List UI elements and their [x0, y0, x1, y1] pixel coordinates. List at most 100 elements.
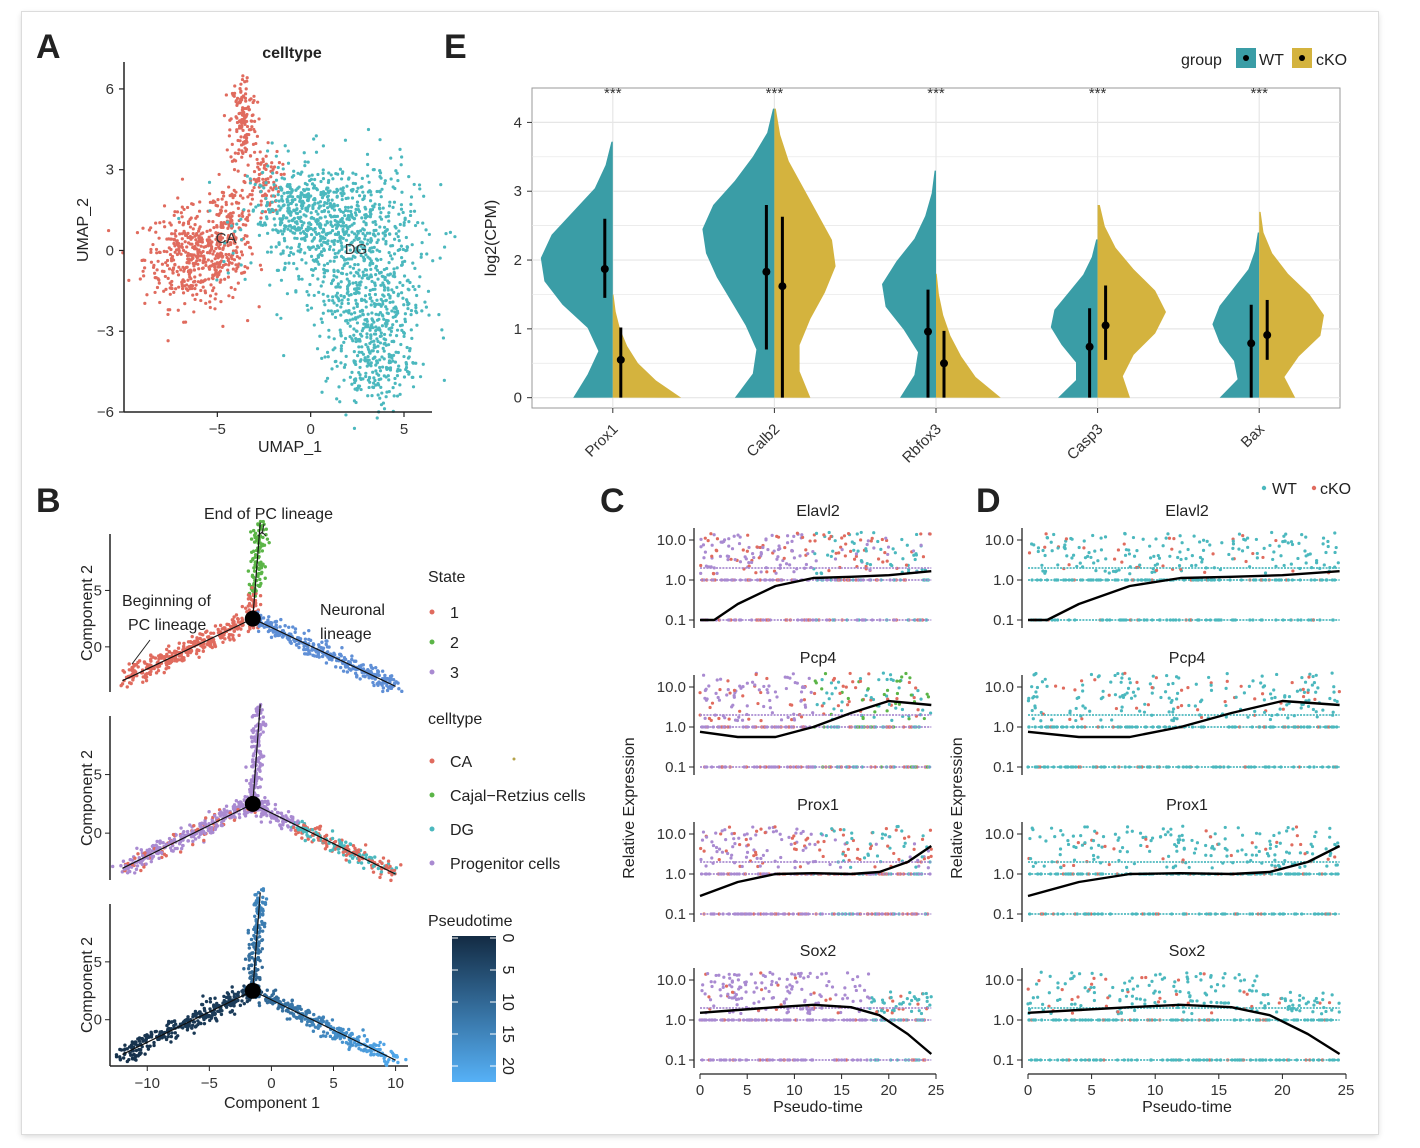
- panel-a-point: [314, 219, 318, 223]
- panel-a-point: [405, 300, 409, 304]
- panel-a-point: [378, 369, 383, 373]
- panel-b-point: [274, 818, 279, 823]
- panel-a-point: [352, 306, 356, 310]
- panel-a-point: [154, 247, 159, 252]
- panel-a-point: [369, 296, 373, 300]
- panel-a-point: [393, 376, 397, 381]
- panel-a-point: [292, 216, 297, 220]
- panel-a-point: [409, 328, 413, 332]
- panel-b-point: [225, 622, 229, 627]
- panel-b-point: [261, 616, 266, 620]
- panel-a-point: [243, 92, 248, 96]
- panel-b-point: [392, 1053, 397, 1058]
- panel-b-point: [389, 878, 393, 883]
- panel-e-significance: ***: [604, 85, 622, 102]
- panel-a-point: [368, 215, 372, 219]
- panel-b-point: [200, 1002, 204, 1007]
- panel-b-point: [325, 1019, 329, 1024]
- panel-a-point: [390, 257, 394, 261]
- panel-b-point: [133, 663, 138, 667]
- panel-a-point: [198, 258, 202, 262]
- panel-b-point: [382, 1056, 386, 1061]
- panel-b-point: [274, 619, 279, 624]
- panel-b-point: [247, 964, 251, 968]
- panel-a-point: [345, 287, 350, 291]
- panel-a-point: [286, 184, 290, 188]
- panel-a-point: [166, 339, 170, 343]
- panel-a-point: [332, 208, 337, 212]
- panel-b-point: [278, 1000, 282, 1004]
- panel-b-point: [261, 720, 265, 724]
- panel-a-point: [231, 251, 235, 255]
- panel-a-point: [357, 268, 361, 272]
- panel-a-point: [357, 274, 361, 278]
- panel-a-point: [389, 177, 393, 181]
- panel-b-point: [246, 597, 251, 601]
- panel-a-point: [368, 263, 372, 267]
- panel-b-point: [247, 958, 251, 962]
- panel-a-point: [279, 172, 283, 177]
- panel-a-point: [366, 355, 370, 359]
- panel-b-point: [195, 638, 199, 642]
- panel-a-point: [243, 277, 247, 281]
- panel-b-point: [156, 654, 161, 658]
- panel-b-point: [382, 1059, 387, 1063]
- expression-point: [726, 558, 730, 562]
- panel-a-point: [381, 401, 386, 405]
- panel-b-point: [265, 802, 270, 807]
- panel-a-point: [170, 286, 174, 291]
- panel-a-point: [234, 100, 238, 104]
- panel-a-point: [265, 200, 270, 205]
- panel-a-point: [335, 224, 340, 228]
- panel-a-point: [282, 191, 286, 195]
- panel-a-point: [363, 234, 367, 238]
- panel-a-point: [353, 387, 357, 391]
- panel-b-point: [355, 675, 359, 679]
- panel-a-point: [305, 198, 310, 202]
- panel-a-point: [177, 241, 181, 246]
- panel-a-point: [356, 386, 360, 390]
- panel-b-point: [259, 814, 263, 819]
- panel-a-point: [345, 184, 349, 188]
- panel-b-point: [167, 836, 172, 841]
- panel-b-point: [261, 715, 265, 719]
- panel-a-point: [287, 190, 291, 194]
- panel-b-point: [145, 848, 149, 853]
- panel-a-point: [444, 232, 448, 236]
- panel-a-point: [326, 180, 331, 185]
- panel-a-point: [387, 219, 391, 223]
- panel-a-point: [354, 207, 358, 211]
- panel-a-point: [266, 141, 270, 145]
- panel-a-point: [385, 311, 389, 315]
- panel-b-point: [250, 585, 254, 590]
- panel-b-point: [268, 620, 273, 625]
- panel-a-point: [293, 236, 297, 240]
- panel-a-point: [140, 258, 144, 263]
- panel-b-point: [274, 995, 279, 999]
- panel-a-point: [395, 394, 400, 398]
- panel-b-point: [253, 903, 258, 907]
- panel-a-point: [249, 261, 253, 265]
- panel-b-point: [114, 1055, 119, 1059]
- panel-b-point: [307, 628, 311, 633]
- panel-a-point: [320, 196, 325, 200]
- panel-a-point: [219, 238, 223, 242]
- panel-b-point: [203, 645, 207, 649]
- panel-a-point: [397, 212, 401, 216]
- panel-a-point: [352, 350, 356, 354]
- panel-b-point: [328, 656, 333, 661]
- panel-b-point: [372, 683, 376, 688]
- panel-a-point: [199, 288, 203, 293]
- panel-a-point: [318, 334, 322, 338]
- panel-a-point: [318, 200, 323, 204]
- panel-a-point: [277, 242, 281, 247]
- panel-a-point: [251, 208, 256, 212]
- panel-b-ylabel: Component 2: [79, 565, 96, 661]
- panel-a-point: [318, 204, 322, 208]
- panel-a-point: [186, 288, 190, 293]
- expression-point: [900, 537, 904, 542]
- panel-b-point: [330, 836, 335, 841]
- panel-b-point: [222, 994, 226, 999]
- panel-a-point: [289, 191, 293, 195]
- panel-b-point: [232, 615, 236, 619]
